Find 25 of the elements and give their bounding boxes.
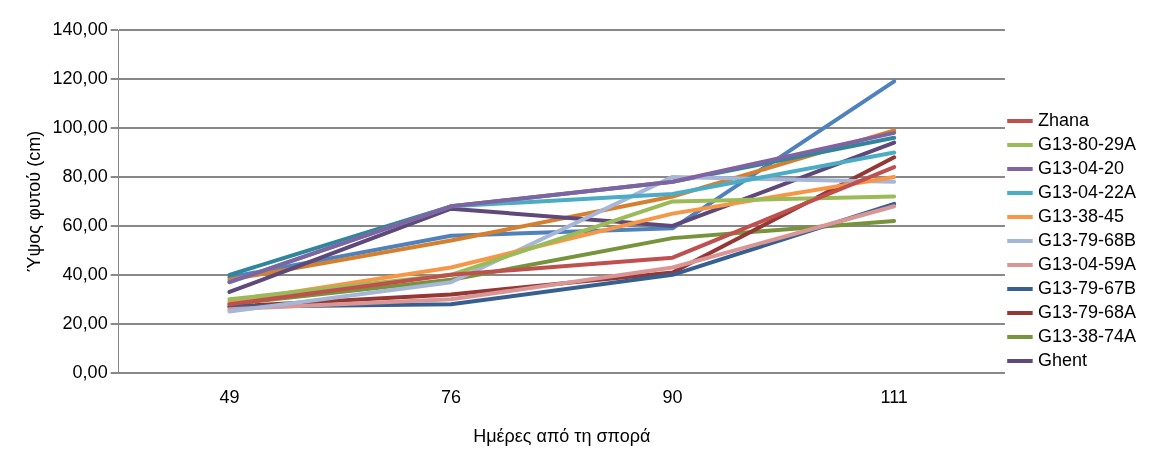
x-tick-label: 49 bbox=[219, 386, 240, 407]
legend-label: G13-79-68B bbox=[1037, 229, 1136, 250]
y-tick-label: 100,00 bbox=[52, 116, 108, 137]
legend-label: G13-80-29A bbox=[1037, 133, 1136, 154]
legend-label: G13-04-20 bbox=[1037, 157, 1124, 178]
legend-label: G13-79-67B bbox=[1037, 277, 1136, 298]
x-axis-title: Ημέρες από τη σπορά bbox=[473, 426, 651, 447]
x-tick-label: 90 bbox=[662, 386, 683, 407]
x-tick-label: 76 bbox=[441, 386, 462, 407]
y-tick-label: 120,00 bbox=[52, 67, 108, 88]
legend-label: G13-04-22A bbox=[1037, 181, 1136, 202]
y-tick-label: 40,00 bbox=[62, 263, 108, 284]
x-tick-label: 111 bbox=[880, 386, 908, 407]
y-tick-label: 80,00 bbox=[62, 165, 108, 186]
legend-label: G13-38-74A bbox=[1037, 325, 1136, 346]
y-tick-label: 140,00 bbox=[52, 18, 108, 39]
legend-label: G13-79-68A bbox=[1037, 301, 1136, 322]
legend-label: Ghent bbox=[1037, 349, 1087, 370]
legend-label: Zhana bbox=[1037, 109, 1090, 130]
y-tick-label: 0,00 bbox=[72, 361, 108, 382]
y-tick-label: 20,00 bbox=[62, 312, 108, 333]
y-tick-label: 60,00 bbox=[62, 214, 108, 235]
legend-label: G13-04-59A bbox=[1037, 253, 1136, 274]
y-axis-title: Ύψος φυτού (cm) bbox=[23, 130, 44, 272]
legend-label: G13-38-45 bbox=[1037, 205, 1124, 226]
